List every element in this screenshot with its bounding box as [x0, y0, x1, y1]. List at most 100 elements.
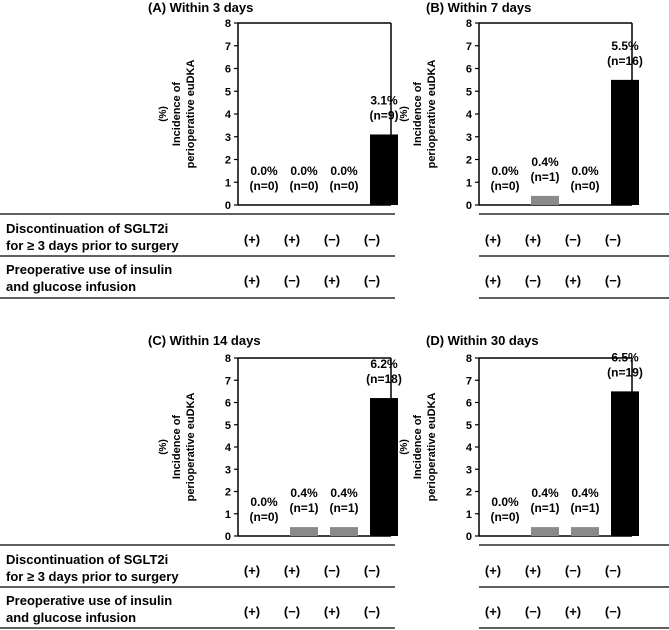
y-tick-label: 5: [225, 420, 231, 432]
y-tick-label: 2: [225, 155, 231, 167]
data-label-n: (n=1): [530, 501, 559, 515]
y-tick-label: 6: [225, 64, 231, 76]
y-axis-label-line-1: Incidence of: [412, 82, 424, 147]
row-value: (+): [485, 563, 501, 578]
row-value: (+): [324, 604, 340, 619]
row-value: (+): [244, 273, 260, 288]
row-value: (+): [244, 604, 260, 619]
y-tick-label: 2: [466, 155, 472, 167]
data-label-value: 0.0%: [250, 495, 278, 509]
data-label-value: 5.5%: [611, 39, 639, 53]
data-label-n: (n=1): [329, 501, 358, 515]
data-label-value: 0.4%: [330, 486, 358, 500]
y-tick-label: 1: [225, 177, 231, 189]
bar: [370, 398, 398, 536]
row-value: (−): [284, 604, 300, 619]
row-value: (+): [525, 563, 541, 578]
data-label-n: (n=19): [607, 365, 643, 379]
y-tick-label: 8: [225, 353, 231, 365]
y-tick-label: 5: [466, 420, 472, 432]
data-label-value: 0.0%: [290, 164, 318, 178]
y-tick-label: 8: [466, 353, 472, 365]
row-value: (−): [565, 232, 581, 247]
row-label: Preoperative use of insulin: [6, 262, 172, 277]
y-axis-label-line-1: Incidence of: [171, 415, 183, 480]
row-value: (−): [284, 273, 300, 288]
chart-panel-2: (C) Within 14 days 0 1 2 3 4 5 6 7 8 Incidence of p…: [148, 333, 402, 543]
bar: [330, 527, 358, 536]
condition-table-0: Discontinuation of SGLT2i for ≥ 3 days pr…: [0, 213, 669, 299]
data-label-value: 0.0%: [491, 164, 519, 178]
y-tick-label: 1: [466, 509, 472, 521]
y-tick-label: 2: [466, 487, 472, 499]
chart-title: (B) Within 7 days: [426, 0, 531, 15]
y-tick-label: 3: [466, 132, 472, 144]
y-axis-label-line-2: perioperative euDKA: [426, 60, 438, 169]
row-value: (−): [605, 604, 621, 619]
row-value: (+): [565, 273, 581, 288]
bar: [571, 527, 599, 536]
chart-title: (A) Within 3 days: [148, 0, 253, 15]
row-value: (+): [485, 604, 501, 619]
data-label-n: (n=1): [570, 501, 599, 515]
y-tick-label: 2: [225, 487, 231, 499]
row-value: (+): [525, 232, 541, 247]
row-value: (−): [605, 563, 621, 578]
y-tick-label: 0: [225, 200, 231, 212]
row-value: (−): [324, 563, 340, 578]
chart-title: (D) Within 30 days: [426, 333, 539, 348]
y-axis-label-line-2: perioperative euDKA: [185, 60, 197, 169]
row-value: (+): [284, 232, 300, 247]
row-label: and glucose infusion: [6, 610, 136, 625]
bar: [531, 527, 559, 536]
row-value: (+): [485, 273, 501, 288]
y-tick-label: 5: [225, 86, 231, 98]
row-value: (−): [565, 563, 581, 578]
y-tick-label: 3: [225, 132, 231, 144]
y-tick-label: 4: [466, 109, 473, 121]
row-label: Preoperative use of insulin: [6, 593, 172, 608]
y-tick-label: 7: [225, 41, 231, 53]
data-label-value: 0.4%: [531, 486, 559, 500]
data-label-n: (n=0): [329, 179, 358, 193]
row-value: (−): [605, 273, 621, 288]
data-label-value: 0.4%: [571, 486, 599, 500]
data-label-n: (n=18): [366, 372, 402, 386]
y-tick-label: 0: [466, 200, 472, 212]
data-label-n: (n=0): [490, 179, 519, 193]
data-label-n: (n=1): [530, 170, 559, 184]
data-label-n: (n=9): [369, 108, 398, 122]
bar: [370, 134, 398, 205]
y-axis-label-line-2: perioperative euDKA: [426, 393, 438, 502]
data-label-value: 0.0%: [330, 164, 358, 178]
row-value: (+): [284, 563, 300, 578]
row-value: (−): [525, 604, 541, 619]
y-axis-label: Incidence of perioperative euDKA (%): [399, 393, 438, 502]
row-value: (−): [364, 232, 380, 247]
data-label-value: 3.1%: [370, 93, 398, 107]
chart-panel-1: (B) Within 7 days 0 1 2 3 4 5 6 7 8 Incidence of pe…: [399, 0, 643, 212]
y-axis-label-line-1: Incidence of: [171, 82, 183, 147]
chart-panel-0: (A) Within 3 days 0 1 2 3 4 5 6 7 8 Incidence of pe…: [148, 0, 399, 212]
bar: [290, 527, 318, 536]
y-tick-label: 1: [225, 509, 231, 521]
data-label-n: (n=0): [570, 179, 599, 193]
chart-title: (C) Within 14 days: [148, 333, 261, 348]
row-value: (−): [364, 563, 380, 578]
y-tick-label: 1: [466, 177, 472, 189]
y-axis-label-unit: (%): [158, 106, 169, 122]
condition-table-1: Discontinuation of SGLT2i for ≥ 3 days pr…: [0, 544, 669, 629]
y-axis-label: Incidence of perioperative euDKA (%): [158, 393, 197, 502]
y-axis-label-line-1: Incidence of: [412, 415, 424, 480]
bar: [611, 391, 639, 536]
row-label: for ≥ 3 days prior to surgery: [6, 238, 179, 253]
y-tick-label: 7: [466, 375, 472, 387]
row-label: for ≥ 3 days prior to surgery: [6, 569, 179, 584]
row-value: (−): [605, 232, 621, 247]
y-tick-label: 6: [466, 398, 472, 410]
y-tick-label: 4: [225, 109, 232, 121]
y-tick-label: 8: [225, 18, 231, 30]
data-label-n: (n=0): [249, 179, 278, 193]
row-value: (+): [485, 232, 501, 247]
data-label-n: (n=0): [289, 179, 318, 193]
